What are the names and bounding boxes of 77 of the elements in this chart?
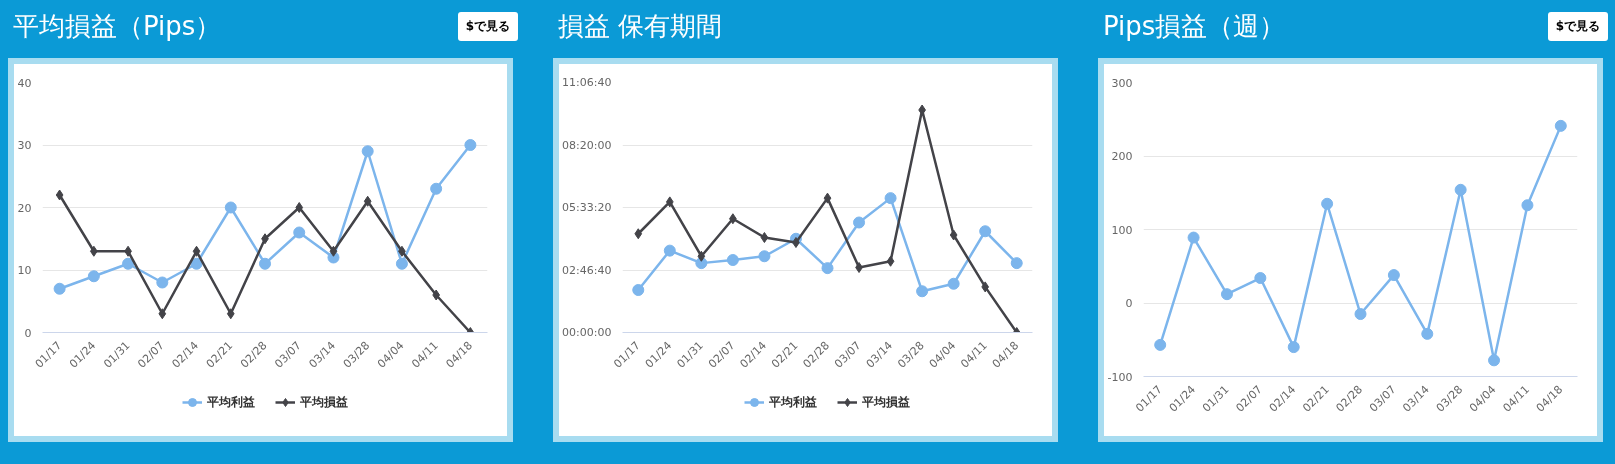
point bbox=[760, 232, 769, 243]
y-tick-label: 100 bbox=[1111, 223, 1133, 237]
point bbox=[792, 237, 800, 248]
point bbox=[663, 244, 676, 257]
point bbox=[156, 276, 169, 289]
point bbox=[361, 145, 374, 158]
point bbox=[122, 257, 135, 270]
point bbox=[1010, 257, 1023, 270]
point bbox=[886, 255, 895, 267]
y-tick-label: 10 bbox=[17, 264, 32, 277]
point bbox=[853, 216, 866, 229]
point bbox=[259, 257, 271, 270]
point bbox=[87, 270, 100, 283]
point bbox=[430, 182, 443, 195]
point bbox=[979, 225, 992, 238]
y-tick-label: 30 bbox=[17, 139, 32, 152]
point bbox=[329, 245, 338, 257]
point bbox=[1387, 269, 1400, 282]
chart-title: 平均損益（Pips） bbox=[13, 10, 222, 43]
point bbox=[363, 195, 372, 207]
point bbox=[981, 281, 990, 293]
point bbox=[1220, 288, 1233, 301]
y-tick-label: 20 bbox=[17, 201, 32, 215]
chart-title: 損益 保有期間 bbox=[558, 10, 723, 43]
point bbox=[293, 226, 306, 239]
point bbox=[1254, 272, 1267, 284]
point bbox=[190, 257, 203, 270]
point bbox=[916, 285, 929, 298]
chart-title: Pips損益（週） bbox=[1103, 10, 1286, 43]
point bbox=[53, 282, 66, 295]
point bbox=[464, 139, 477, 151]
point bbox=[1554, 119, 1567, 132]
point bbox=[665, 196, 674, 208]
point bbox=[224, 201, 237, 214]
legend-label: 平均損益 bbox=[862, 393, 910, 411]
point bbox=[949, 229, 958, 241]
point bbox=[1454, 183, 1467, 196]
point bbox=[884, 192, 897, 205]
point bbox=[823, 192, 832, 204]
point bbox=[855, 262, 863, 273]
point bbox=[158, 308, 167, 320]
point bbox=[632, 284, 645, 296]
point bbox=[226, 308, 235, 320]
legend-label: 平均利益 bbox=[206, 393, 255, 411]
y-tick-label: 00:00:00 bbox=[562, 326, 612, 339]
text: $で見る bbox=[457, 12, 518, 41]
point bbox=[295, 202, 304, 213]
point bbox=[55, 189, 64, 201]
y-tick-label: 08:20:00 bbox=[562, 138, 612, 152]
point bbox=[1154, 338, 1167, 351]
y-tick-label: 300 bbox=[1111, 76, 1133, 90]
point bbox=[821, 262, 834, 275]
y-tick-label: 02:46:40 bbox=[562, 263, 612, 277]
point bbox=[192, 245, 201, 257]
point bbox=[726, 254, 739, 266]
text: $で見る bbox=[1547, 12, 1608, 41]
point bbox=[1187, 231, 1200, 244]
y-tick-label: 05:33:20 bbox=[562, 201, 612, 214]
point bbox=[1521, 199, 1534, 212]
point bbox=[1287, 341, 1300, 354]
point bbox=[1321, 197, 1334, 210]
legend-label: 平均損益 bbox=[299, 393, 348, 411]
point bbox=[1488, 354, 1501, 367]
y-tick-label: 40 bbox=[17, 76, 32, 90]
point bbox=[1421, 327, 1434, 340]
y-tick-label: 11:06:40 bbox=[562, 76, 612, 89]
point bbox=[395, 257, 408, 270]
point bbox=[634, 228, 643, 240]
legend-label: 平均利益 bbox=[769, 393, 817, 411]
point bbox=[697, 250, 706, 262]
y-tick-label: 200 bbox=[1111, 150, 1133, 163]
y-tick-label: -100 bbox=[1107, 370, 1133, 384]
point bbox=[1354, 308, 1367, 321]
y-tick-label: 0 bbox=[24, 326, 32, 340]
point bbox=[947, 277, 960, 290]
point bbox=[758, 250, 771, 263]
y-tick-label: 0 bbox=[1125, 297, 1133, 310]
